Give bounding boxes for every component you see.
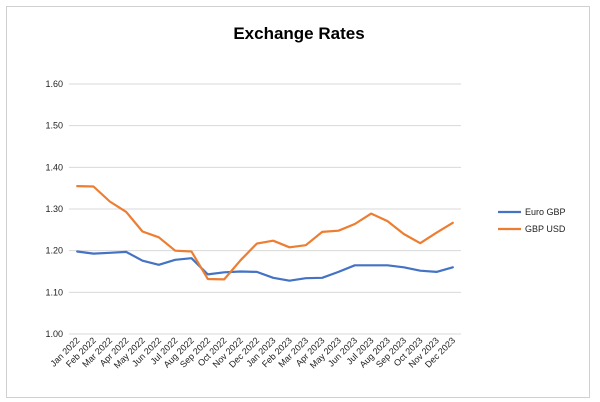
chart-title: Exchange Rates — [233, 24, 364, 43]
legend-label: GBP USD — [525, 224, 566, 234]
legend: Euro GBP GBP USD — [498, 207, 566, 234]
y-tick-label: 1.10 — [45, 287, 63, 297]
chart-frame: Exchange Rates 1.00 1.10 1.20 1.30 1.40 1.50 1… — [6, 6, 590, 398]
gridlines — [69, 83, 461, 335]
series-lines — [76, 185, 454, 282]
y-tick-label: 1.20 — [45, 246, 63, 256]
y-axis-ticks: 1.00 1.10 1.20 1.30 1.40 1.50 1.60 — [45, 79, 63, 339]
exchange-rates-chart: Exchange Rates 1.001.101.201.301.401.501… — [45, 24, 566, 370]
y-tick-label: 1.30 — [45, 204, 63, 214]
series-line-euro-gbp — [76, 250, 454, 282]
y-tick-label: 1.50 — [45, 121, 63, 131]
y-tick-label: 1.60 — [45, 79, 63, 89]
y-tick-label: 1.00 — [45, 329, 63, 339]
series-line-gbp-usd — [76, 185, 454, 281]
y-tick-label: 1.40 — [45, 162, 63, 172]
legend-label: Euro GBP — [525, 207, 566, 217]
